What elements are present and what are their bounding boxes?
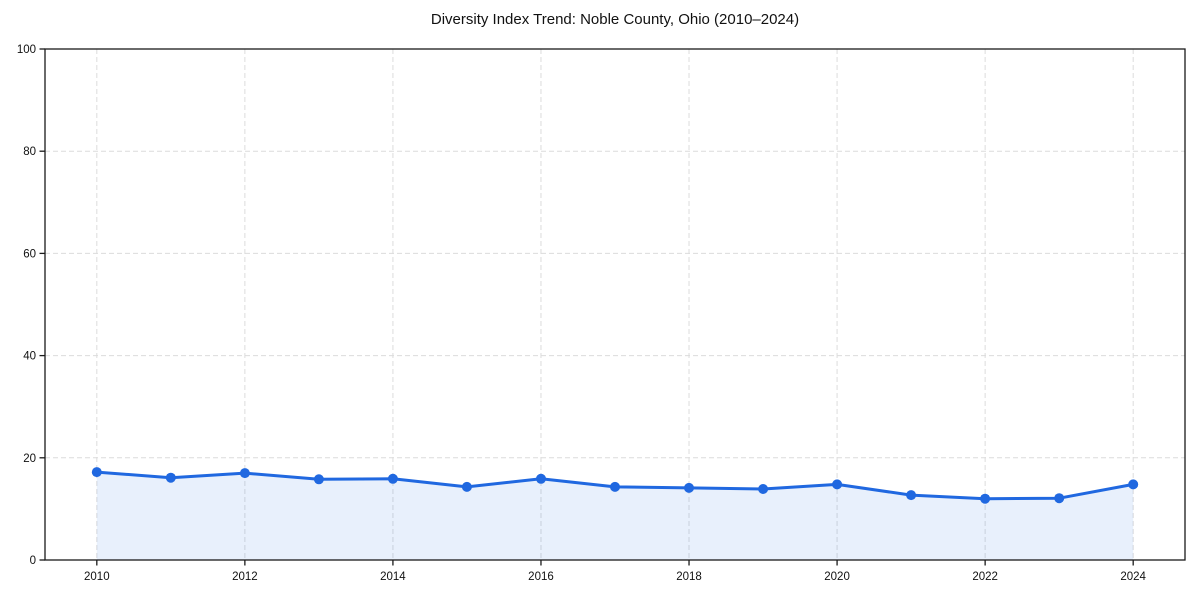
x-tick-label: 2020 — [824, 571, 850, 583]
y-tick-label: 60 — [23, 248, 36, 260]
axes: 2010 2012 2014 2016 2018 2020 2022 2024 0 20 40 60 8… — [17, 44, 1147, 583]
y-tick-label: 20 — [23, 453, 36, 465]
data-point — [980, 493, 991, 504]
data-point — [91, 467, 102, 478]
data-point — [1128, 479, 1139, 490]
data-point — [461, 481, 472, 492]
data-point — [684, 482, 694, 493]
area-fill — [96, 472, 1134, 560]
data-point — [906, 490, 917, 501]
y-tick-label: 0 — [30, 555, 36, 567]
y-tick-label: 80 — [23, 146, 36, 158]
chart-title: Diversity Index Trend: Noble County, Ohi… — [430, 11, 800, 28]
y-tick-label: 100 — [17, 44, 36, 56]
x-tick-label: 2012 — [232, 571, 258, 583]
data-point — [832, 479, 843, 490]
data-point — [1054, 493, 1065, 504]
plot-border — [44, 48, 1186, 561]
x-tick-label: 2016 — [528, 571, 554, 583]
y-tick-label: 40 — [23, 351, 36, 363]
data-point — [165, 472, 176, 483]
data-point — [239, 468, 250, 479]
data-point — [387, 473, 398, 484]
x-tick-label: 2014 — [380, 571, 406, 583]
data-point — [313, 474, 324, 485]
data-point — [610, 481, 620, 492]
x-tick-label: 2024 — [1120, 571, 1146, 583]
data-point — [758, 484, 769, 494]
x-tick-label: 2010 — [84, 571, 110, 583]
x-tick-label: 2022 — [972, 571, 998, 583]
data-point — [536, 473, 546, 484]
data-point-markers — [91, 467, 1139, 504]
x-tick-label: 2018 — [676, 571, 702, 583]
